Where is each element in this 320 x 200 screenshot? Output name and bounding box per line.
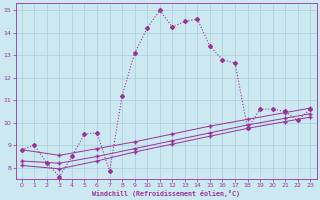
X-axis label: Windchill (Refroidissement éolien,°C): Windchill (Refroidissement éolien,°C): [92, 190, 240, 197]
